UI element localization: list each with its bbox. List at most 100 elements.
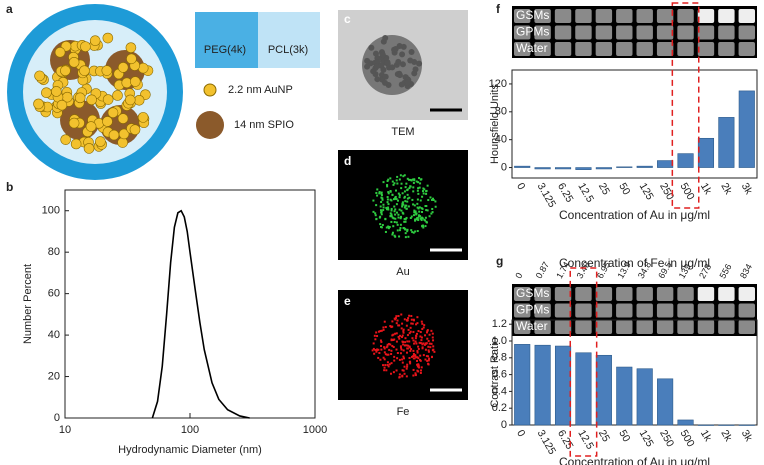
pixel [410, 322, 413, 325]
panel-label: f [496, 2, 501, 16]
phantom-well [554, 303, 572, 318]
row-label: GSMs [516, 8, 549, 22]
pixel [427, 349, 430, 352]
pixel [378, 216, 381, 219]
phantom-well [656, 42, 674, 56]
phantom-well [656, 25, 674, 40]
pixel [404, 341, 407, 344]
tem-grain [382, 79, 389, 86]
aunp [102, 32, 114, 44]
bar [616, 166, 633, 168]
peg-label: PEG(4k) [204, 44, 246, 56]
pixel [380, 191, 383, 194]
pixel [410, 179, 413, 182]
pixel [380, 226, 383, 229]
phantom-well [616, 320, 633, 334]
pixel [416, 350, 419, 353]
row-label: Water [516, 319, 548, 333]
aunp [56, 99, 68, 111]
pixel [402, 340, 405, 343]
x-tick-label: 0 [514, 428, 527, 439]
top-tick-label: 556 [718, 262, 734, 280]
pixel [397, 216, 400, 219]
pixel [397, 213, 400, 216]
pixel [386, 185, 389, 188]
tem-grain [404, 79, 411, 86]
pixel [399, 174, 402, 177]
y-tick-label: 80 [495, 106, 507, 118]
pixel [416, 365, 419, 368]
pixel [414, 354, 417, 357]
pixel [403, 218, 406, 221]
pixel [404, 200, 407, 203]
pixel [402, 369, 405, 372]
aunp [126, 53, 137, 65]
aunp [86, 94, 97, 106]
pixel [395, 315, 398, 318]
pixel [399, 227, 402, 230]
bar [657, 378, 674, 426]
pixel [413, 204, 416, 207]
pixel [428, 215, 431, 218]
pixel [414, 372, 417, 375]
row-label: GPMs [516, 303, 549, 317]
bar [616, 366, 633, 426]
pixel [403, 365, 406, 368]
pixel [406, 188, 409, 191]
tem-grain [396, 72, 403, 79]
pixel [404, 228, 407, 231]
pixel [380, 213, 383, 216]
pixel [391, 180, 394, 183]
pixel [410, 355, 413, 358]
pixel [383, 358, 386, 361]
pixel [407, 205, 410, 208]
phantom-well [554, 320, 572, 334]
pixel [404, 236, 407, 239]
pixel [412, 190, 415, 193]
y-tick-label: 0 [501, 419, 507, 431]
phantom-well [636, 42, 653, 56]
pixel [417, 364, 420, 367]
pixel [415, 180, 418, 183]
pixel [416, 363, 419, 366]
pixel [411, 337, 414, 340]
pixel [393, 234, 396, 237]
bar [636, 165, 653, 168]
x-tick-label: 6.25 [555, 181, 576, 205]
pixel [396, 175, 399, 178]
pixel [376, 188, 379, 191]
row-label: GPMs [516, 25, 549, 39]
pixel [421, 343, 424, 346]
pixel [410, 348, 413, 351]
pixel [416, 230, 419, 233]
pixel [386, 184, 389, 187]
pixel [388, 342, 391, 345]
pixel [404, 344, 407, 347]
y-tick-label: 0 [501, 161, 507, 173]
pixel [408, 187, 411, 190]
pixel [394, 316, 397, 319]
pixel [417, 215, 420, 218]
phantom-well [534, 9, 551, 23]
pixel [386, 198, 389, 201]
pixel [402, 349, 405, 352]
pixel [414, 340, 417, 343]
aunp [124, 94, 136, 106]
pixel [413, 178, 416, 181]
pixel [390, 349, 393, 352]
pixel [416, 189, 419, 192]
phantom-well [636, 25, 653, 40]
pixel [426, 209, 429, 212]
tem-grain [364, 63, 371, 70]
phantom-well [554, 9, 572, 23]
pixel [432, 198, 435, 201]
pixel [402, 328, 405, 331]
pixel [380, 341, 383, 344]
pixel [414, 218, 417, 221]
pixel [393, 210, 396, 213]
x-tick-label: 250 [657, 428, 676, 449]
phantom-well [738, 303, 755, 318]
pixel [420, 336, 423, 339]
phantom-image [512, 284, 757, 336]
pixel [426, 337, 429, 340]
